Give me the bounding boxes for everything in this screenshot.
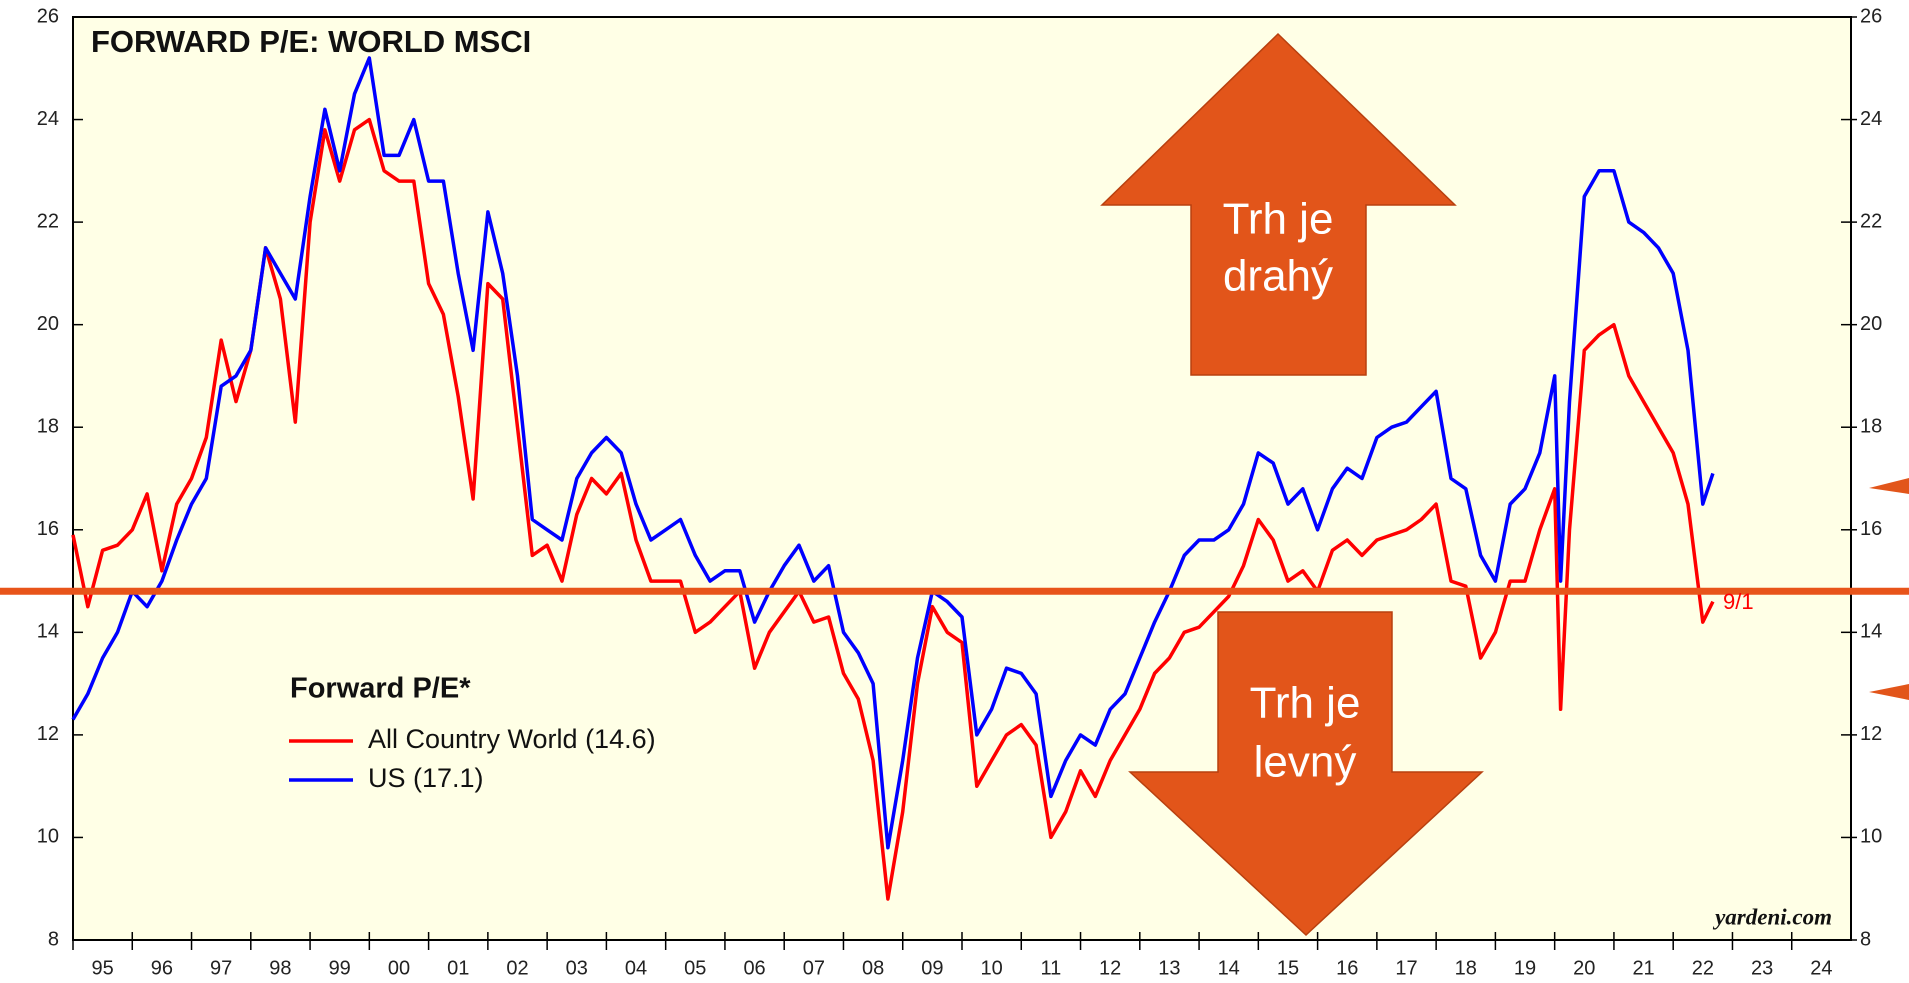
y-tick-label: 16 [37, 518, 59, 540]
chart-title: FORWARD P/E: WORLD MSCI [91, 24, 531, 59]
x-tick-label: 24 [1810, 957, 1832, 979]
x-tick-label: 23 [1751, 957, 1773, 979]
arrow-down: Trh je levný [1128, 611, 1484, 937]
annotation: drahý [1223, 252, 1333, 301]
x-tick-label: 00 [388, 957, 410, 979]
x-tick-label: 99 [329, 957, 351, 979]
date-label: 9/1 [1723, 589, 1754, 614]
legend-label: US (17.1) [368, 763, 484, 793]
x-tick-label: 05 [684, 957, 706, 979]
y2-tick-label: 24 [1860, 108, 1882, 130]
y-tick-label: 12 [37, 723, 59, 745]
annotation: levný [1254, 738, 1357, 787]
y2-tick-label: 26 [1860, 5, 1882, 27]
x-tick-label: 17 [1395, 957, 1417, 979]
x-tick-label: 02 [506, 957, 528, 979]
y-tick-label: 20 [37, 313, 59, 335]
y2-tick-label: 14 [1860, 621, 1882, 643]
x-tick-label: 20 [1573, 957, 1595, 979]
x-tick-label: 09 [921, 957, 943, 979]
x-tick-label: 15 [1277, 957, 1299, 979]
y2-tick-label: 18 [1860, 416, 1882, 438]
x-tick-label: 03 [566, 957, 588, 979]
annotation: Trh je [1250, 679, 1361, 728]
x-tick-label: 95 [92, 957, 114, 979]
legend-title: Forward P/E* [290, 673, 471, 705]
x-tick-label: 22 [1692, 957, 1714, 979]
y2-tick-label: 10 [1860, 826, 1882, 848]
x-tick-label: 16 [1336, 957, 1358, 979]
x-tick-label: 21 [1632, 957, 1654, 979]
edge-arrow [1869, 478, 1909, 494]
y2-tick-label: 16 [1860, 518, 1882, 540]
y-tick-label: 8 [48, 928, 59, 950]
x-tick-label: 04 [625, 957, 647, 979]
y-tick-label: 10 [37, 826, 59, 848]
annotation: Trh je [1223, 195, 1334, 244]
x-tick-label: 97 [210, 957, 232, 979]
plot-area [72, 16, 1852, 941]
y2-tick-label: 22 [1860, 210, 1882, 232]
y2-tick-label: 12 [1860, 723, 1882, 745]
arrow-shape [1128, 611, 1484, 937]
y-tick-label: 18 [37, 416, 59, 438]
y2-tick-label: 8 [1860, 928, 1871, 950]
legend-label: All Country World (14.6) [368, 724, 656, 754]
x-tick-label: 06 [743, 957, 765, 979]
edge-arrow [1869, 684, 1909, 700]
x-tick-label: 14 [1218, 957, 1240, 979]
x-tick-label: 10 [981, 957, 1003, 979]
arrow-shape [1100, 32, 1457, 376]
y-tick-label: 22 [37, 210, 59, 232]
x-tick-label: 07 [803, 957, 825, 979]
y2-tick-label: 20 [1860, 313, 1882, 335]
x-tick-label: 96 [151, 957, 173, 979]
arrow-up: Trh je drahý [1100, 32, 1457, 376]
x-tick-label: 18 [1455, 957, 1477, 979]
y-tick-label: 26 [37, 5, 59, 27]
series-line [71, 117, 1715, 901]
y-tick-label: 14 [37, 621, 59, 643]
source: yardeni.com [1712, 904, 1832, 929]
x-tick-label: 11 [1041, 957, 1062, 979]
x-tick-label: 01 [447, 957, 469, 979]
x-tick-label: 13 [1158, 957, 1180, 979]
x-tick-label: 08 [862, 957, 884, 979]
x-tick-label: 98 [269, 957, 291, 979]
x-tick-label: 12 [1099, 957, 1121, 979]
y-tick-label: 24 [37, 108, 59, 130]
series-line [71, 56, 1715, 850]
x-tick-label: 19 [1514, 957, 1536, 979]
